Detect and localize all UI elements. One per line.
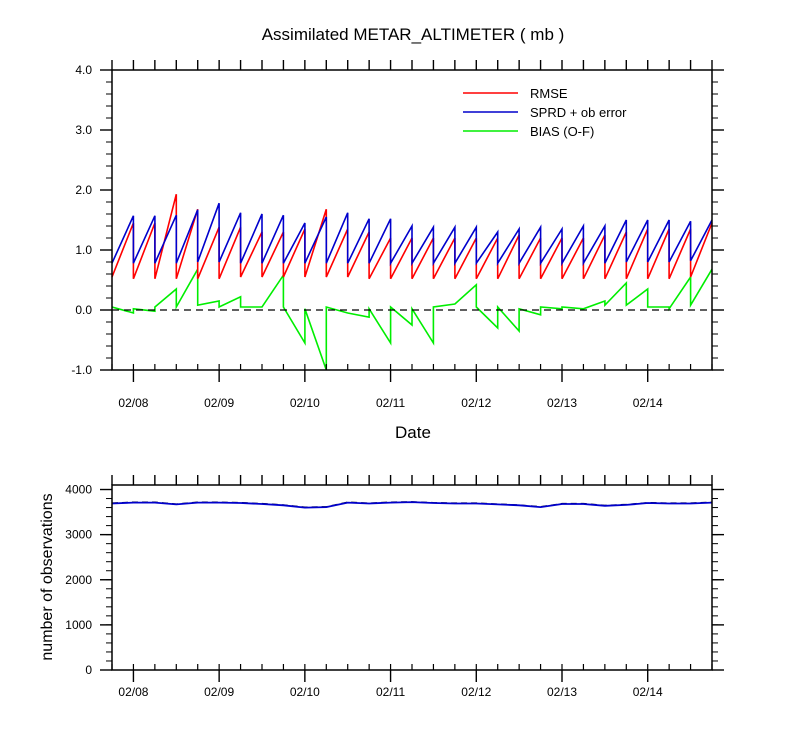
legend-label-bias: BIAS (O-F) (530, 124, 594, 139)
x-tick-label: 02/13 (547, 396, 577, 410)
y-axis-label: number of observations (39, 493, 56, 660)
x-tick-label: 02/09 (204, 396, 234, 410)
x-tick-label: 02/13 (547, 685, 577, 699)
y-tick-label: 1.0 (75, 243, 92, 257)
obs-y-tick-label: 3000 (65, 528, 92, 542)
x-tick-label: 02/10 (290, 685, 320, 699)
legend: RMSE SPRD + ob error BIAS (O-F) (463, 86, 627, 139)
x-tick-label: 02/08 (118, 685, 148, 699)
x-tick-label: 02/14 (633, 685, 663, 699)
top-ticks: 02/08 02/09 02/10 02/11 02/12 02/13 02/14 4.0 3.… (71, 60, 724, 410)
x-tick-label: 02/08 (118, 396, 148, 410)
bottom-frame (111, 484, 713, 671)
y-tick-label: 4.0 (75, 63, 92, 77)
obs-y-tick-label: 4000 (65, 483, 92, 497)
chart-title: Assimilated METAR_ALTIMETER ( mb ) (262, 25, 565, 44)
y-tick-label: 2.0 (75, 183, 92, 197)
x-tick-label: 02/12 (461, 685, 491, 699)
obs-y-tick-label: 1000 (65, 618, 92, 632)
x-tick-label: 02/11 (376, 685, 405, 699)
y-tick-label: 3.0 (75, 123, 92, 137)
top-panel: 02/08 02/09 02/10 02/11 02/12 02/13 02/14 4.0 3.… (71, 60, 724, 410)
bottom-series (111, 501, 713, 509)
x-axis-label: Date (395, 423, 431, 442)
x-tick-label: 02/12 (461, 396, 491, 410)
bottom-ticks: 02/08 02/09 02/10 02/11 02/12 02/13 02/14 4000 3… (65, 475, 724, 699)
obs-series-used (111, 501, 713, 509)
obs-y-tick-label: 2000 (65, 573, 92, 587)
series-bias (111, 266, 713, 371)
x-tick-label: 02/10 (290, 396, 320, 410)
top-series (111, 194, 713, 371)
x-tick-label: 02/14 (633, 396, 663, 410)
legend-label-spread: SPRD + ob error (530, 105, 627, 120)
y-tick-label: 0.0 (75, 303, 92, 317)
x-tick-label: 02/11 (376, 396, 405, 410)
top-frame (111, 69, 713, 371)
series-spread (111, 202, 713, 267)
obs-y-tick-label: 0 (85, 663, 92, 677)
legend-label-rmse: RMSE (530, 86, 568, 101)
bottom-panel: 02/08 02/09 02/10 02/11 02/12 02/13 02/14 4000 3… (65, 475, 724, 699)
x-tick-label: 02/09 (204, 685, 234, 699)
y-tick-label: -1.0 (71, 363, 92, 377)
